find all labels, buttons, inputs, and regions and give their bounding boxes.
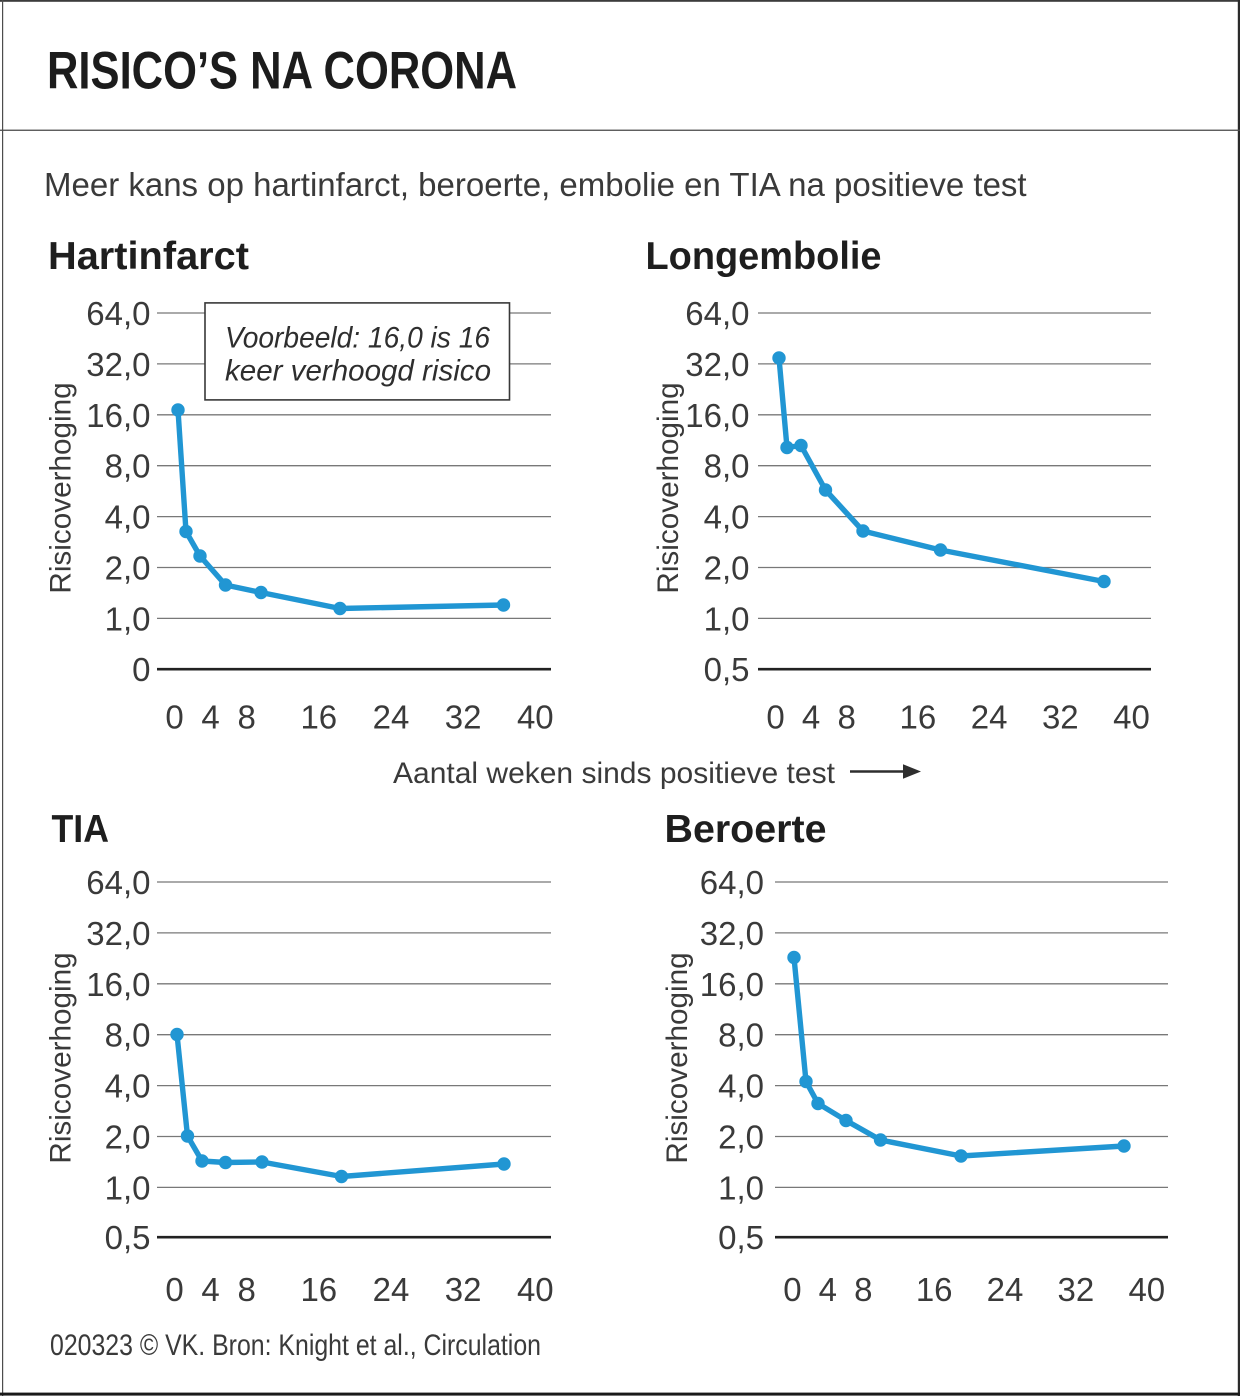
svg-text:Risicoverhoging: Risicoverhoging <box>661 952 694 1163</box>
svg-text:2,0: 2,0 <box>105 550 151 587</box>
svg-text:keer verhoogd risico: keer verhoogd risico <box>225 355 491 388</box>
svg-text:16,0: 16,0 <box>86 397 150 434</box>
svg-text:Voorbeeld: 16,0 is 16: Voorbeeld: 16,0 is 16 <box>225 322 490 355</box>
svg-text:4: 4 <box>819 1271 837 1308</box>
svg-text:Longembolie: Longembolie <box>646 235 882 278</box>
svg-text:32,0: 32,0 <box>700 915 764 952</box>
svg-text:Risicoverhoging: Risicoverhoging <box>45 952 78 1163</box>
svg-text:4,0: 4,0 <box>704 499 750 536</box>
svg-text:4: 4 <box>802 699 820 736</box>
svg-text:8: 8 <box>838 699 856 736</box>
svg-text:32,0: 32,0 <box>86 915 150 952</box>
svg-text:32: 32 <box>1058 1271 1095 1308</box>
svg-text:1,0: 1,0 <box>105 1169 151 1206</box>
svg-text:8,0: 8,0 <box>105 1017 151 1054</box>
svg-text:8: 8 <box>854 1271 872 1308</box>
svg-text:64,0: 64,0 <box>685 295 749 332</box>
svg-text:4: 4 <box>201 699 219 736</box>
svg-text:2,0: 2,0 <box>105 1119 151 1156</box>
svg-text:Meer kans op hartinfarct, bero: Meer kans op hartinfarct, beroerte, embo… <box>44 166 1027 203</box>
svg-text:Risicoverhoging: Risicoverhoging <box>652 382 685 593</box>
svg-text:24: 24 <box>987 1271 1024 1308</box>
svg-text:24: 24 <box>373 1271 410 1308</box>
svg-text:Aantal weken sinds positieve t: Aantal weken sinds positieve test <box>393 757 836 790</box>
svg-text:0: 0 <box>165 1271 183 1308</box>
svg-text:020323 © VK. Bron: Knight et a: 020323 © VK. Bron: Knight et al., Circul… <box>50 1329 541 1362</box>
svg-text:24: 24 <box>971 699 1008 736</box>
svg-text:8: 8 <box>238 699 256 736</box>
svg-text:Hartinfarct: Hartinfarct <box>48 235 249 278</box>
svg-text:2,0: 2,0 <box>718 1119 764 1156</box>
svg-text:0: 0 <box>766 699 784 736</box>
svg-text:0: 0 <box>132 651 150 688</box>
svg-text:16: 16 <box>916 1271 953 1308</box>
svg-text:8,0: 8,0 <box>704 448 750 485</box>
svg-text:40: 40 <box>1128 1271 1165 1308</box>
svg-text:0,5: 0,5 <box>105 1219 151 1256</box>
svg-text:40: 40 <box>517 699 554 736</box>
svg-text:32: 32 <box>445 1271 482 1308</box>
svg-text:16: 16 <box>900 699 937 736</box>
svg-text:64,0: 64,0 <box>700 864 764 901</box>
svg-text:2,0: 2,0 <box>704 550 750 587</box>
svg-text:TIA: TIA <box>52 808 110 851</box>
svg-text:4,0: 4,0 <box>718 1068 764 1105</box>
svg-text:8: 8 <box>238 1271 256 1308</box>
svg-text:1,0: 1,0 <box>718 1169 764 1206</box>
svg-text:32: 32 <box>445 699 482 736</box>
svg-text:16,0: 16,0 <box>86 966 150 1003</box>
svg-text:0: 0 <box>165 699 183 736</box>
svg-text:40: 40 <box>1113 699 1150 736</box>
svg-text:4: 4 <box>201 1271 219 1308</box>
svg-text:16: 16 <box>300 1271 337 1308</box>
svg-text:8,0: 8,0 <box>105 448 151 485</box>
svg-text:4,0: 4,0 <box>105 1068 151 1105</box>
svg-text:32,0: 32,0 <box>685 346 749 383</box>
svg-text:4,0: 4,0 <box>105 499 151 536</box>
svg-text:0: 0 <box>783 1271 801 1308</box>
svg-text:16,0: 16,0 <box>700 966 764 1003</box>
svg-text:Risicoverhoging: Risicoverhoging <box>45 382 78 593</box>
svg-text:RISICO’S NA CORONA: RISICO’S NA CORONA <box>47 42 517 101</box>
svg-text:1,0: 1,0 <box>105 600 151 637</box>
svg-text:64,0: 64,0 <box>86 864 150 901</box>
svg-text:16: 16 <box>300 699 337 736</box>
svg-text:8,0: 8,0 <box>718 1017 764 1054</box>
svg-text:1,0: 1,0 <box>704 600 750 637</box>
svg-text:40: 40 <box>517 1271 554 1308</box>
svg-text:0,5: 0,5 <box>704 651 750 688</box>
svg-text:64,0: 64,0 <box>86 295 150 332</box>
svg-text:32,0: 32,0 <box>86 346 150 383</box>
svg-text:32: 32 <box>1042 699 1079 736</box>
svg-text:0,5: 0,5 <box>718 1219 764 1256</box>
svg-text:24: 24 <box>373 699 410 736</box>
svg-text:16,0: 16,0 <box>685 397 749 434</box>
svg-text:Beroerte: Beroerte <box>665 808 827 851</box>
